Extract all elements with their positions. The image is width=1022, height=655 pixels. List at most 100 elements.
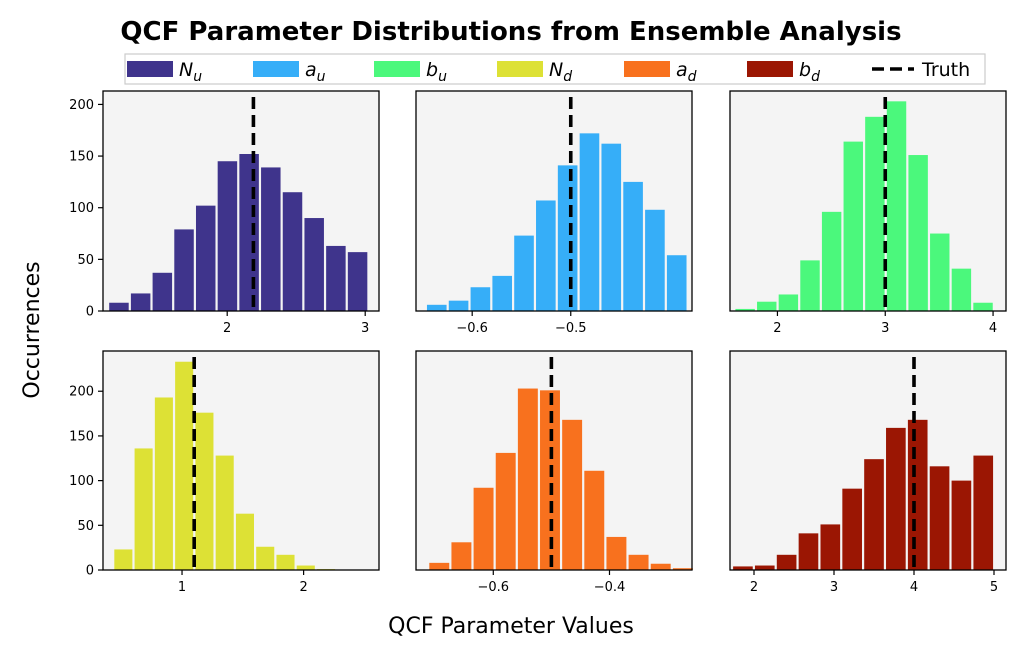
histogram-bar [114,549,133,570]
legend-item: Nd [497,59,572,85]
histogram-bar [951,268,972,311]
x-tick-label: −0.5 [555,321,587,336]
x-tick-label: 4 [910,580,918,595]
chart-title: QCF Parameter Distributions from Ensembl… [120,17,901,47]
histogram-bar [492,275,513,311]
histogram-bar [448,300,469,311]
panel-b-u: 2 3 4 [729,90,1007,336]
legend: Nu au bu Nd ad bd Truth [124,53,986,85]
legend-item: au [253,59,326,85]
y-tick-label: 100 [69,474,94,489]
x-tick-label: 2 [299,580,307,595]
legend-item: bu [374,59,447,85]
y-tick-label: 0 [86,564,94,579]
histogram-bar [601,143,622,311]
y-axis-label: Occurrences [20,261,45,398]
histogram-bar [495,452,516,570]
histogram-bar [842,488,862,570]
histogram-bar [304,218,324,311]
legend-swatch [253,61,299,77]
histogram-bar [429,562,450,570]
panel-frame [415,350,693,571]
histogram-bar [261,167,281,311]
y-tick-label: 100 [69,201,94,216]
panel-a-d: −0.6 −0.4 [415,350,693,595]
histogram-bar [215,455,234,570]
histogram-bar [154,397,173,570]
y-tick-label: 50 [77,519,94,534]
y-tick-label: 200 [69,98,94,113]
histogram-bar [843,141,863,311]
histogram-bar [130,293,151,311]
x-tick-label: 2 [750,580,758,595]
y-tick-label: 150 [69,429,94,444]
x-axis-label: QCF Parameter Values [388,614,634,639]
x-tick-label: 3 [881,321,889,336]
histogram-bar [256,546,275,570]
histogram-bar [672,568,693,570]
histogram-bar [864,459,884,570]
panel-frame [102,90,380,312]
histogram-bar [951,480,972,570]
legend-label: bd [799,59,820,85]
histogram-bar [800,260,820,311]
x-tick-label: 4 [989,321,997,336]
histogram-bar [886,101,907,311]
histogram-bar [865,116,885,311]
histogram-bar [735,308,755,311]
panel-n-d: 1 2 0 50 100 150 200 [69,350,380,595]
histogram-bar [973,455,994,570]
histogram-bar [296,565,315,570]
histogram-bar [820,524,841,570]
histogram-bar [235,513,254,570]
histogram-bar [326,245,346,311]
histogram-bar [645,209,665,311]
legend-swatch [624,61,670,77]
histogram-bar [584,470,605,570]
histogram-bar [517,388,538,570]
histogram-bar [821,211,842,311]
histogram-bar [347,252,368,311]
x-tick-label: 5 [990,580,998,595]
y-tick-label: 150 [69,150,94,165]
histogram-bar [195,412,214,570]
histogram-bar [276,554,295,570]
legend-label: au [305,59,326,85]
histogram-bar [776,554,797,570]
legend-swatch [374,61,420,77]
x-tick-label: 3 [830,580,838,595]
histogram-bar [778,294,799,311]
x-tick-label: 1 [178,580,186,595]
y-tick-label: 0 [86,305,94,320]
histogram-bar [666,255,687,311]
legend-label: Truth [921,59,970,81]
histogram-bar [174,229,194,311]
histogram-bar [606,536,627,570]
histogram-bar [239,154,259,311]
legend-item: Truth [872,59,970,81]
panel-frame [729,350,1007,571]
histogram-bar [907,419,928,570]
histogram-bar [175,361,194,570]
histogram-bar [134,448,153,570]
histogram-bar [470,287,491,311]
x-tick-label: −0.6 [456,321,488,336]
panels: 2 3 0 50 100 150 200 −0.6 −0.5 2 3 4 1 2 0 50 100 150 200 −… [69,90,1007,595]
histogram-bar [282,192,303,311]
histogram-bar [754,565,775,570]
histogram-bar [473,487,494,570]
histogram-bar [623,181,643,311]
y-tick-label: 200 [69,385,94,400]
x-tick-label: 3 [361,321,369,336]
histogram-bar [908,155,928,311]
histogram-bar [929,466,950,570]
histogram-bar [536,200,556,311]
legend-label: Nu [179,59,202,85]
histogram-bar [579,133,600,311]
legend-label: bu [426,59,447,85]
x-tick-label: 2 [223,321,231,336]
histogram-bar [195,205,216,311]
legend-label: Nd [549,59,572,85]
histogram-bar [650,563,671,570]
